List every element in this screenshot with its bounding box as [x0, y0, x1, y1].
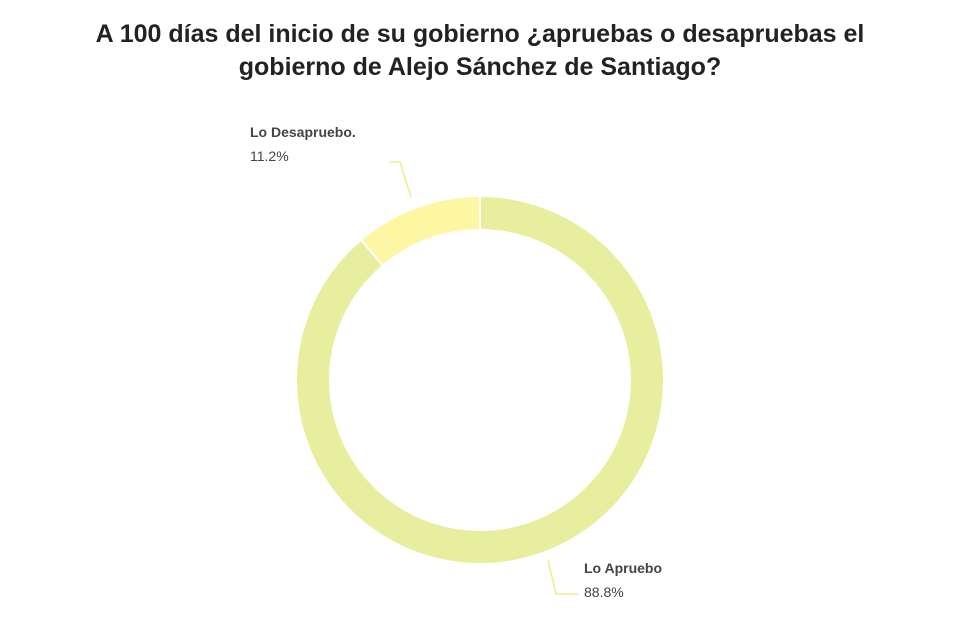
slice-label-name: Lo Desapruebo. [250, 124, 356, 140]
slice-labels: Lo Apruebo 88.8% Lo Desapruebo. 11.2% [250, 124, 662, 600]
chart-title: A 100 días del inicio de su gobierno ¿ap… [95, 20, 865, 81]
leader-line [390, 161, 412, 198]
slice-label-name: Lo Apruebo [584, 560, 662, 576]
donut-slice-desapruebo [359, 194, 481, 268]
donut-slices [295, 194, 665, 565]
leader-line [547, 559, 578, 595]
leader-lines [390, 161, 578, 595]
slice-label-value: 88.8% [584, 584, 624, 600]
slice-label-value: 11.2% [250, 148, 289, 164]
donut-slice-apruebo [295, 194, 665, 565]
